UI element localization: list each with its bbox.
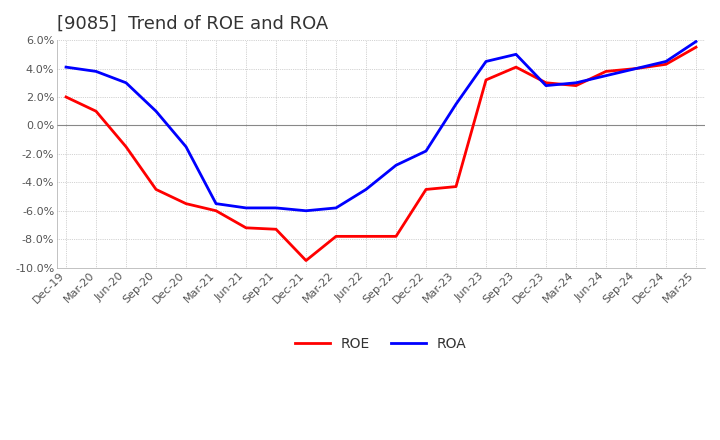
ROE bbox=[332, 234, 341, 239]
ROA bbox=[631, 66, 640, 71]
ROA bbox=[212, 201, 220, 206]
ROE bbox=[692, 44, 701, 50]
ROE bbox=[662, 62, 670, 67]
ROE bbox=[152, 187, 161, 192]
ROA bbox=[422, 148, 431, 154]
ROA bbox=[62, 65, 71, 70]
ROE bbox=[451, 184, 460, 189]
ROA bbox=[482, 59, 490, 64]
ROA bbox=[392, 163, 400, 168]
ROA bbox=[602, 73, 611, 78]
ROA bbox=[512, 51, 521, 57]
Legend: ROE, ROA: ROE, ROA bbox=[289, 331, 472, 356]
ROA bbox=[181, 144, 190, 150]
ROE bbox=[361, 234, 370, 239]
ROE bbox=[271, 227, 280, 232]
ROA bbox=[572, 80, 580, 85]
ROA bbox=[91, 69, 100, 74]
ROE bbox=[512, 65, 521, 70]
ROE bbox=[392, 234, 400, 239]
ROE bbox=[302, 258, 310, 263]
ROA bbox=[332, 205, 341, 211]
Line: ROA: ROA bbox=[66, 41, 696, 211]
ROA bbox=[122, 80, 130, 85]
ROA bbox=[451, 102, 460, 107]
ROE bbox=[482, 77, 490, 83]
ROE bbox=[212, 208, 220, 213]
ROE bbox=[122, 144, 130, 150]
ROE bbox=[91, 109, 100, 114]
ROA bbox=[242, 205, 251, 211]
ROA bbox=[271, 205, 280, 211]
ROA bbox=[302, 208, 310, 213]
ROE bbox=[422, 187, 431, 192]
ROE bbox=[631, 66, 640, 71]
ROA bbox=[662, 59, 670, 64]
ROE bbox=[62, 94, 71, 99]
Text: [9085]  Trend of ROE and ROA: [9085] Trend of ROE and ROA bbox=[57, 15, 328, 33]
ROE bbox=[181, 201, 190, 206]
ROE bbox=[602, 69, 611, 74]
ROA bbox=[152, 109, 161, 114]
ROA bbox=[361, 187, 370, 192]
Line: ROE: ROE bbox=[66, 47, 696, 260]
ROA bbox=[541, 83, 550, 88]
ROE bbox=[541, 80, 550, 85]
ROE bbox=[242, 225, 251, 231]
ROA bbox=[692, 39, 701, 44]
ROE bbox=[572, 83, 580, 88]
